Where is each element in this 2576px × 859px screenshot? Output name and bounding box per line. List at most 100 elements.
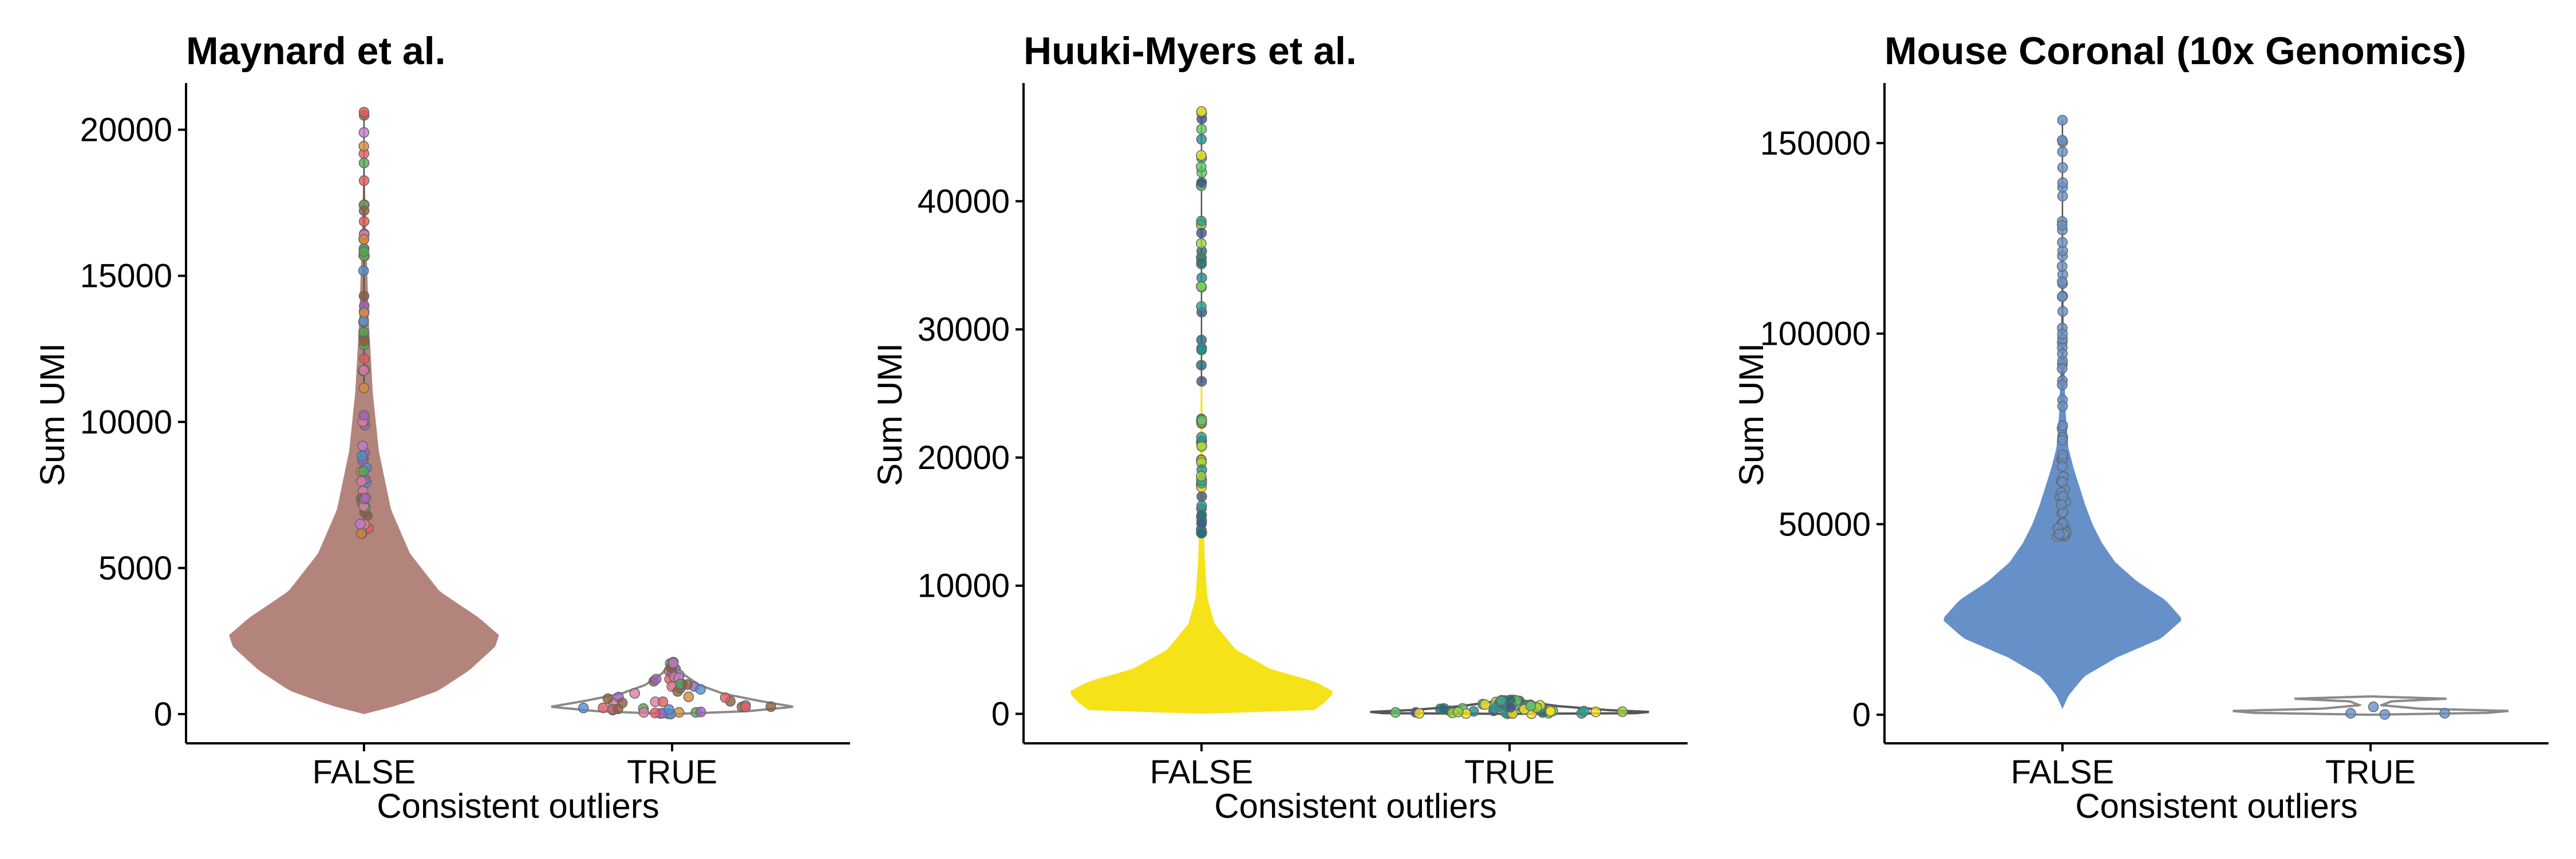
data-point (355, 518, 366, 530)
data-point (358, 127, 370, 138)
data-point (1196, 301, 1207, 312)
y-tick-label: 20000 (918, 439, 1010, 476)
x-tick-label: FALSE (2011, 754, 2115, 791)
data-point (1196, 281, 1207, 292)
data-point (358, 365, 369, 376)
data-point (1617, 706, 1628, 718)
panel-3: Mouse Coronal (10x Genomics) 0 50000 100000… (1732, 29, 2549, 825)
data-point (1196, 491, 1207, 502)
data-point (638, 707, 649, 718)
data-point (720, 692, 731, 703)
data-point (1196, 415, 1207, 426)
data-point-max (1196, 106, 1207, 117)
y-tick-label: 0 (1852, 696, 1871, 734)
data-point (1196, 432, 1207, 443)
data-point (2345, 708, 2356, 719)
data-point (358, 141, 369, 152)
data-point (1578, 706, 1590, 716)
data-point (357, 440, 369, 451)
y-tick-label: 40000 (918, 183, 1010, 220)
data-point (358, 383, 369, 393)
data-point (1196, 252, 1207, 263)
data-point (1196, 215, 1207, 227)
y-tick-label: 50000 (1779, 506, 1871, 543)
data-point (2057, 449, 2068, 460)
data-point (2057, 420, 2068, 431)
data-point (358, 205, 370, 216)
data-point (682, 679, 693, 690)
data-point (358, 466, 369, 477)
x-axis-label: Consistent outliers (377, 787, 659, 825)
points-false (355, 107, 374, 539)
data-point (1196, 441, 1207, 452)
data-point (1196, 344, 1207, 356)
data-point (358, 216, 370, 227)
panel-title: Maynard et al. (186, 29, 446, 73)
data-point (2057, 363, 2068, 374)
y-tick-label: 100000 (1760, 316, 1871, 353)
y-axis-label: Sum UMI (871, 343, 909, 486)
data-point (2057, 261, 2068, 272)
points-true (2345, 702, 2450, 720)
points-true (1390, 695, 1628, 719)
data-point (1196, 238, 1207, 249)
data-point (2057, 146, 2068, 157)
violin-true (2233, 695, 2509, 716)
data-point (1196, 227, 1207, 239)
data-point (2439, 708, 2450, 719)
data-point (2057, 177, 2068, 188)
data-point (359, 336, 370, 346)
data-point (2057, 162, 2068, 173)
x-tick-label: FALSE (1150, 754, 1254, 791)
x-tick-label: FALSE (313, 754, 416, 791)
panel-2: Huuki-Myers et al. 0 10000 20000 30000 40000 F… (871, 29, 1688, 825)
points-false (2052, 115, 2072, 542)
data-point (683, 691, 694, 703)
data-point (2054, 529, 2065, 540)
data-point (1196, 376, 1207, 387)
data-point (358, 265, 369, 276)
data-point (2057, 237, 2068, 248)
data-point (617, 698, 628, 708)
data-point (2057, 476, 2068, 488)
data-point (358, 409, 369, 421)
data-point (578, 703, 589, 714)
data-point (358, 246, 369, 257)
data-point (1196, 471, 1207, 482)
data-point (1505, 702, 1516, 713)
y-tick-label: 0 (154, 696, 172, 733)
data-point (2057, 306, 2068, 317)
data-point (2057, 435, 2068, 446)
data-point (657, 696, 669, 707)
data-point (1439, 703, 1449, 714)
data-point (1196, 360, 1207, 371)
panel-title: Huuki-Myers et al. (1024, 29, 1357, 73)
y-tick-label: 20000 (80, 112, 172, 149)
data-point (1489, 703, 1500, 714)
data-point (2057, 291, 2068, 302)
data-point (1196, 527, 1207, 539)
data-point-max (2057, 115, 2068, 126)
data-point (2057, 461, 2068, 472)
y-tick-label: 30000 (918, 311, 1010, 348)
data-point (740, 702, 751, 713)
points-true (578, 657, 776, 720)
data-point (1196, 518, 1207, 529)
data-point (1545, 706, 1556, 717)
data-point (2057, 401, 2068, 412)
violin-false (1070, 111, 1333, 714)
y-axis-label: Sum UMI (1732, 343, 1771, 486)
x-tick-label: TRUE (627, 754, 717, 791)
data-point (1196, 134, 1207, 145)
data-point (629, 688, 641, 699)
data-point (2057, 276, 2068, 287)
y-tick-label: 150000 (1760, 125, 1871, 162)
data-point (598, 702, 609, 714)
x-axis-label: Consistent outliers (2075, 787, 2358, 825)
points-false (1196, 106, 1207, 539)
data-point (1196, 124, 1207, 135)
x-tick-label: TRUE (2325, 754, 2416, 791)
x-tick-label: TRUE (1464, 754, 1555, 791)
y-tick-label: 5000 (98, 550, 172, 587)
